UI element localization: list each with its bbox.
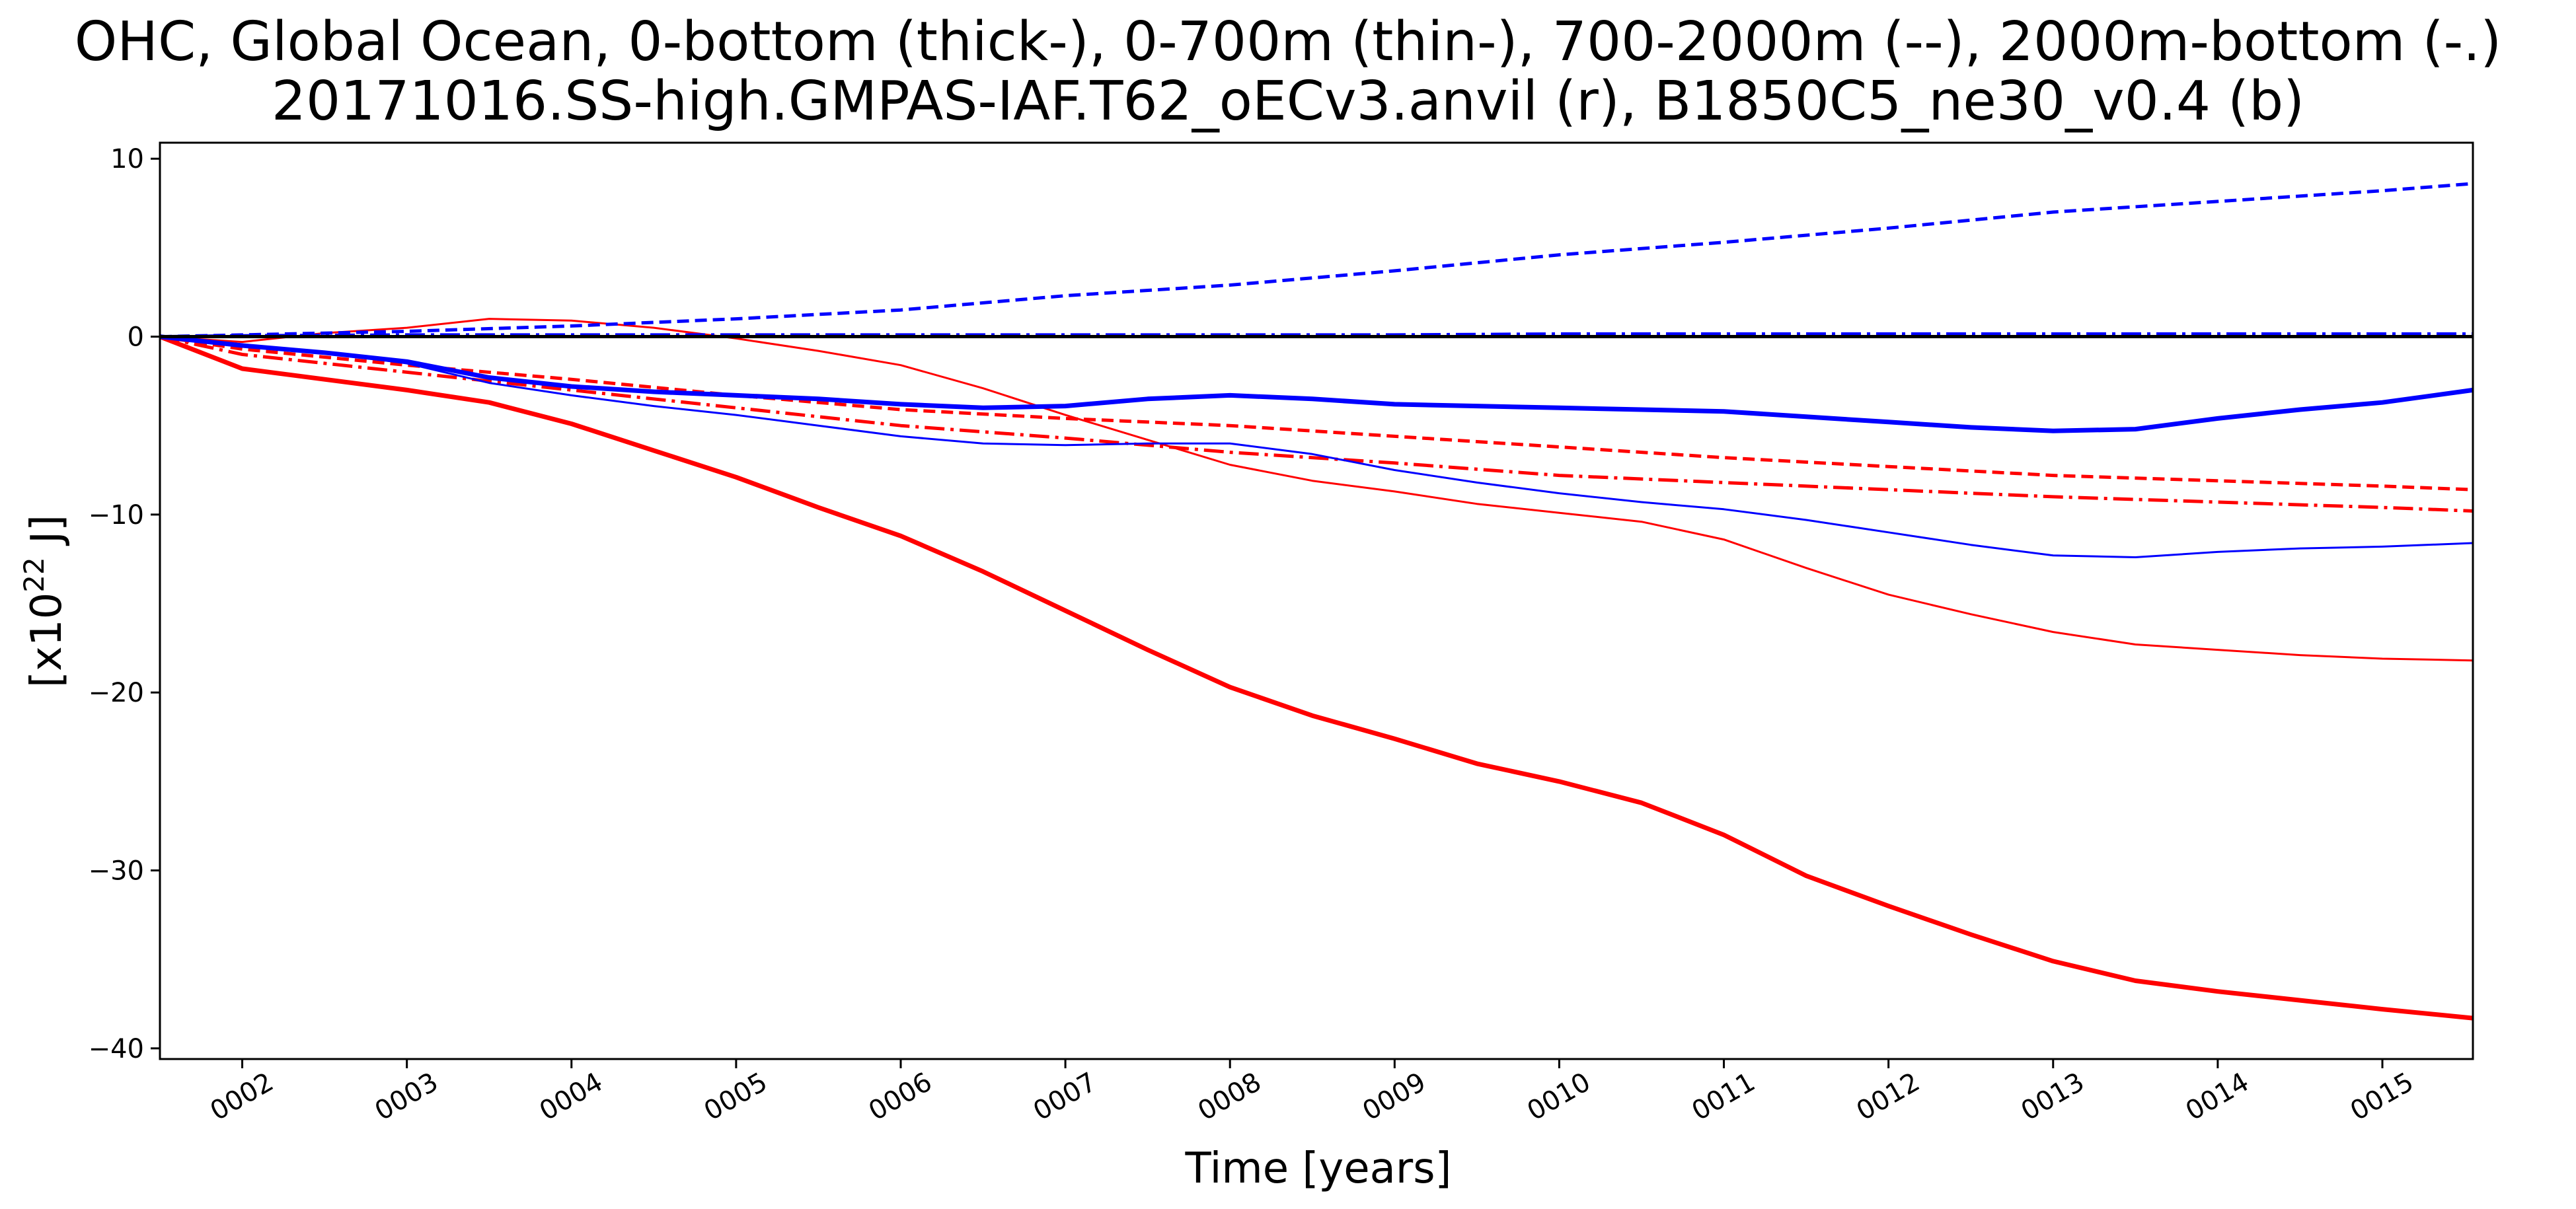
- x-tick-label: 0013: [2016, 1067, 2090, 1127]
- x-tick-label: 0014: [2181, 1067, 2254, 1127]
- x-tick-label: 0004: [535, 1067, 608, 1127]
- plot-frame: [159, 141, 2474, 1060]
- y-tick-label: −20: [89, 678, 144, 708]
- y-tick-label: 0: [128, 322, 144, 353]
- series-line-blue-thick: [159, 334, 2474, 433]
- chart-subtitle: 20171016.SS-high.GMPAS-IAF.T62_oECv3.anv…: [271, 70, 2305, 133]
- y-axis-label: [x1022 J]: [18, 515, 71, 688]
- series-line-red-thin: [159, 318, 2474, 662]
- x-axis: 0002 0003 0004 0005 0006 0007 0008 0009 0010 0011…: [205, 1059, 2419, 1127]
- y-axis-label-base: [x10: [22, 593, 71, 688]
- series-line-blue-dashed: [159, 182, 2474, 339]
- series-line-red-thick: [159, 334, 2474, 1021]
- series-layer: [159, 182, 2474, 1021]
- x-tick-label: 0010: [1522, 1067, 1595, 1127]
- y-axis-label-exponent: 22: [18, 557, 50, 592]
- x-tick-label: 0015: [2345, 1067, 2419, 1127]
- x-tick-label: 0012: [1852, 1067, 1925, 1127]
- series-line-blue-thin: [159, 336, 2474, 558]
- x-tick-label: 0006: [864, 1067, 937, 1127]
- x-tick-label: 0008: [1193, 1067, 1266, 1127]
- y-axis: 10 0 −10 −20 −30 −40: [89, 144, 160, 1064]
- y-tick-label: −40: [89, 1034, 144, 1064]
- x-tick-label: 0007: [1028, 1067, 1102, 1127]
- x-tick-label: 0002: [205, 1067, 278, 1127]
- y-axis-label-unit: J]: [22, 515, 71, 557]
- y-tick-label: −10: [89, 500, 144, 531]
- y-tick-label: −30: [89, 856, 144, 887]
- y-tick-label: 10: [110, 144, 144, 174]
- series-line-red-dashdot: [159, 335, 2474, 513]
- chart-title: OHC, Global Ocean, 0-bottom (thick-), 0-…: [74, 11, 2502, 73]
- x-tick-label: 0011: [1686, 1067, 1760, 1127]
- x-tick-label: 0003: [370, 1067, 443, 1127]
- series-line-red-dashed: [159, 335, 2474, 492]
- x-tick-label: 0009: [1357, 1067, 1431, 1127]
- series-line-blue-dashdot: [159, 332, 2473, 339]
- x-tick-label: 0005: [699, 1067, 773, 1127]
- x-axis-label: Time [years]: [1184, 1144, 1451, 1193]
